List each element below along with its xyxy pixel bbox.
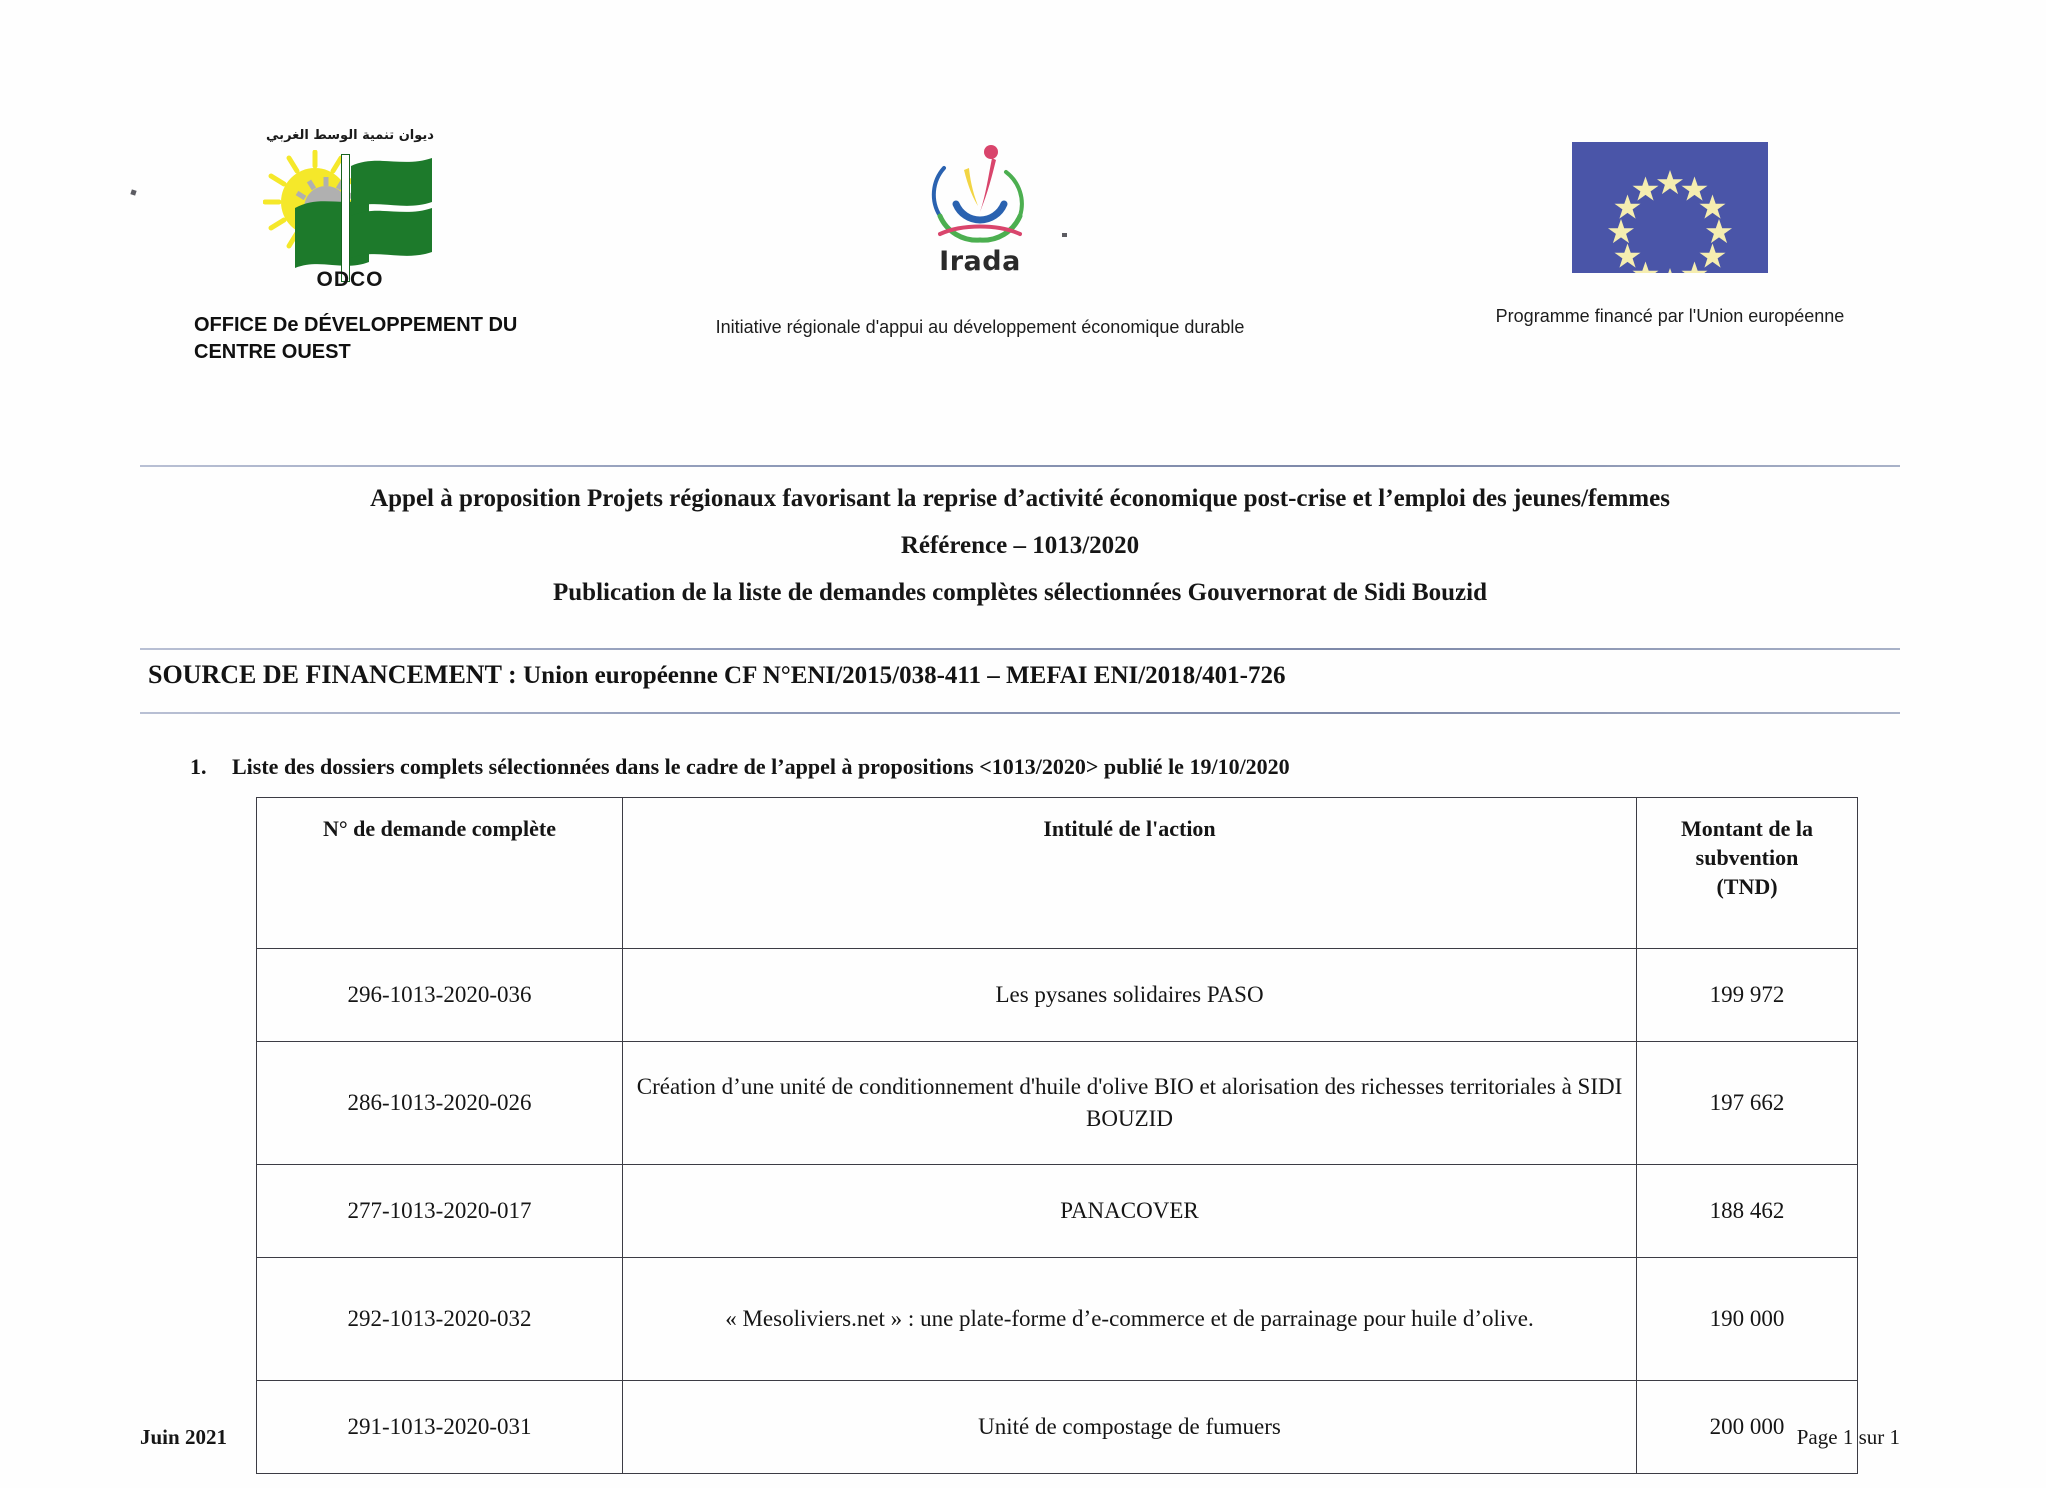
column-header-request-number: N° de demande complète [256, 797, 623, 949]
footer-date: Juin 2021 [140, 1425, 227, 1449]
page-footer: Juin 2021 Page 1 sur 1 [140, 1425, 1900, 1450]
page-title: Appel à proposition Projets régionaux fa… [370, 485, 1670, 512]
odco-arabic-text: ديوان تنمية الوسط الغربي [266, 128, 434, 143]
table-row: 277-1013-2020-017 PANACOVER 188 462 [256, 1164, 1858, 1258]
european-union-flag-icon [1572, 142, 1768, 273]
cell-action-title: Création d’une unité de conditionnement … [622, 1041, 1637, 1165]
divider-source-top [140, 648, 1900, 650]
cell-action-title: Les pysanes solidaires PASO [622, 948, 1637, 1042]
cell-request-number: 286-1013-2020-026 [256, 1041, 623, 1165]
cell-grant-amount: 199 972 [1636, 948, 1858, 1042]
selected-applications-table: N° de demande complète Intitulé de l'act… [256, 797, 1858, 1474]
grant-amount-line-1: Montant de la [1681, 816, 1813, 841]
irada-caption: Initiative régionale d'appui au développ… [715, 317, 1245, 337]
section-text: Liste des dossiers complets sélectionnée… [232, 754, 1290, 779]
grant-amount-line-3: (TND) [1716, 874, 1778, 900]
odco-caption: OFFICE De DÉVELOPPEMENT DU CENTRE OUEST [194, 314, 518, 363]
table-header-row: N° de demande complète Intitulé de l'act… [256, 797, 1858, 949]
cell-action-title: PANACOVER [622, 1164, 1637, 1258]
odco-wordmark: ODCO [316, 268, 384, 291]
column-header-grant-amount: Montant de la subvention (TND) [1636, 797, 1858, 949]
divider-source-bottom [140, 712, 1900, 714]
document-title-area: Appel à proposition Projets régionaux fa… [140, 486, 1900, 605]
cell-request-number: 291-1013-2020-031 [256, 1380, 623, 1474]
table-row: 292-1013-2020-032 « Mesoliviers.net » : … [256, 1257, 1858, 1381]
cell-action-title: Unité de compostage de fumuers [622, 1380, 1637, 1474]
scan-artifact [1062, 233, 1067, 237]
irada-emblem-icon [931, 145, 1024, 243]
cell-request-number: 296-1013-2020-036 [256, 948, 623, 1042]
table-row: 296-1013-2020-036 Les pysanes solidaires… [256, 948, 1858, 1042]
table-row: 286-1013-2020-026 Création d’une unité d… [256, 1041, 1858, 1165]
cell-action-title: « Mesoliviers.net » : une plate-forme d’… [622, 1257, 1637, 1381]
cell-grant-amount: 188 462 [1636, 1164, 1858, 1258]
subtitle-line: Publication de la liste de demandes comp… [552, 579, 1487, 606]
table-row: 291-1013-2020-031 Unité de compostage de… [256, 1380, 1858, 1474]
irada-logo: Irada [914, 142, 1046, 292]
cell-request-number: 292-1013-2020-032 [256, 1257, 623, 1381]
column-header-action-title: Intitulé de l'action [622, 797, 1637, 949]
flag-pole-icon [341, 154, 350, 282]
odco-logo: ديوان تنمية الوسط الغربي [255, 128, 445, 291]
funding-source-value: Union européenne CF N°ENI/2015/038-411 –… [523, 662, 1286, 689]
table-body: 296-1013-2020-036 Les pysanes solidaires… [256, 948, 1858, 1474]
funding-source-line: SOURCE DE FINANCEMENT : Union européenne… [148, 660, 1908, 690]
funding-source-label: SOURCE DE FINANCEMENT : [148, 660, 517, 689]
header-logo-band: ديوان تنمية الوسط الغربي [0, 120, 2046, 420]
cell-grant-amount: 200 000 [1636, 1380, 1858, 1474]
odco-logo-block: ديوان تنمية الوسط الغربي [140, 120, 560, 366]
irada-wordmark: Irada [939, 246, 1021, 277]
cell-request-number: 277-1013-2020-017 [256, 1164, 623, 1258]
cell-grant-amount: 190 000 [1636, 1257, 1858, 1381]
irada-logo-block: Irada Initiative régionale d'appui au dé… [700, 120, 1260, 341]
eu-logo-block: Programme financé par l'Union européenne [1430, 120, 1910, 330]
table-header: N° de demande complète Intitulé de l'act… [256, 797, 1858, 949]
divider-top [140, 465, 1900, 467]
eu-stars-icon [1572, 142, 1768, 273]
section-item-1: 1. Liste des dossiers complets sélectionn… [190, 754, 1910, 780]
flag-icon [295, 158, 432, 268]
reference-line: Référence – 1013/2020 [900, 532, 1140, 559]
eu-caption: Programme financé par l'Union européenne [1495, 306, 1845, 326]
cell-grant-amount: 197 662 [1636, 1041, 1858, 1165]
section-number: 1. [190, 754, 207, 779]
grant-amount-line-2: subvention [1695, 845, 1799, 871]
footer-page-number: Page 1 sur 1 [1796, 1425, 1900, 1449]
